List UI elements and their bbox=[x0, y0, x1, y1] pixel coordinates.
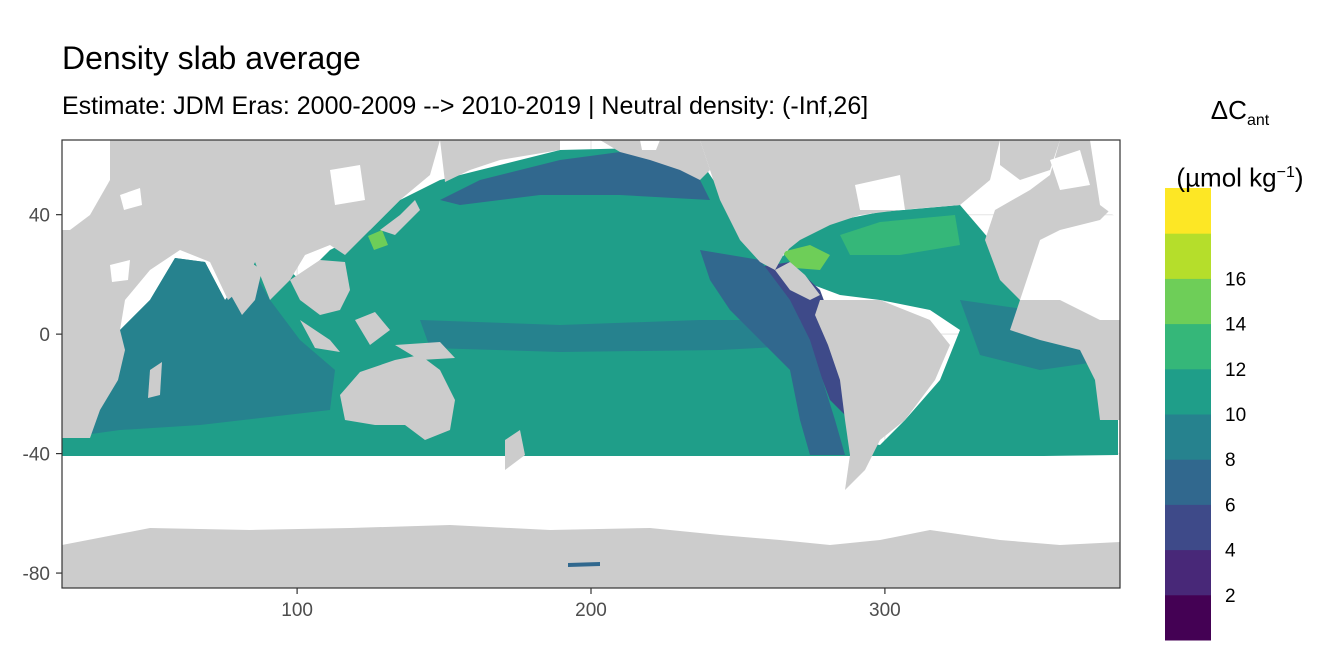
map-panel bbox=[62, 140, 1120, 588]
colorbar-swatch bbox=[1165, 594, 1211, 641]
colorbar-label: 10 bbox=[1225, 405, 1246, 426]
nodata-red-sea bbox=[640, 140, 660, 150]
x-tick-label: 100 bbox=[281, 600, 313, 621]
legend-title-variable: ΔCant bbox=[1210, 95, 1270, 130]
colorbar-label: 4 bbox=[1225, 541, 1236, 562]
y-tick-label: -40 bbox=[23, 445, 50, 466]
land-central-america bbox=[775, 262, 820, 300]
y-tick-label: 0 bbox=[39, 325, 50, 346]
north-pacific-subpolar-region bbox=[440, 152, 710, 205]
land-india bbox=[228, 262, 262, 315]
y-tick-label: -80 bbox=[23, 564, 50, 585]
kuroshio-region bbox=[368, 230, 388, 250]
land-north-pacific-rim bbox=[440, 140, 560, 182]
nodata-caspian bbox=[120, 188, 142, 210]
colorbar-swatch bbox=[1165, 414, 1211, 460]
land-greenland bbox=[1000, 140, 1060, 180]
colorbar-label: 16 bbox=[1225, 269, 1246, 290]
colorbar-swatch bbox=[1165, 459, 1211, 505]
land-antarctica bbox=[62, 525, 1120, 588]
colorbar-label: 2 bbox=[1225, 586, 1236, 607]
colorbar-label: 6 bbox=[1225, 495, 1236, 516]
colorbar-swatch bbox=[1165, 504, 1211, 551]
land-south-america bbox=[815, 300, 950, 490]
land-southeast-asia bbox=[290, 260, 350, 315]
colorbar-label: 12 bbox=[1225, 360, 1246, 381]
nodata-arctic-east bbox=[1090, 140, 1120, 220]
land-nodata-patches bbox=[62, 140, 1120, 282]
nodata-europe-north bbox=[62, 140, 110, 230]
nodata-black-sea bbox=[110, 260, 130, 282]
colorbar-swatch bbox=[1165, 323, 1211, 370]
north-atlantic-subtropical-region bbox=[840, 215, 960, 255]
caribbean-region bbox=[782, 245, 830, 270]
colorbar-label: 14 bbox=[1225, 315, 1247, 336]
land-africa-wrap bbox=[1010, 300, 1120, 420]
y-tick-label: 40 bbox=[29, 206, 50, 227]
land-madagascar bbox=[148, 362, 162, 398]
land-africa bbox=[62, 330, 125, 438]
colorbar-swatch bbox=[1165, 188, 1211, 234]
chart-subtitle: Estimate: JDM Eras: 2000-2009 --> 2010-2… bbox=[62, 92, 869, 120]
x-tick-label: 200 bbox=[575, 600, 607, 621]
x-tick-label: 300 bbox=[869, 600, 901, 621]
chart-title: Density slab average bbox=[62, 40, 361, 76]
colorbar-swatch bbox=[1165, 233, 1211, 279]
land-new-guinea bbox=[395, 342, 455, 360]
land-australia bbox=[340, 355, 455, 440]
legend-title-unit: (µmol kg−1) bbox=[1176, 162, 1304, 193]
y-axis: 40 0 -40 -80 bbox=[23, 206, 62, 585]
antarctic-coast-data bbox=[568, 562, 600, 567]
nodata-asia-north bbox=[330, 165, 365, 205]
colorbar-swatch bbox=[1165, 368, 1211, 415]
land-sumatra bbox=[300, 320, 340, 352]
colorbar: 2 4 6 8 10 12 14 16 bbox=[1165, 188, 1247, 641]
land-alaska bbox=[600, 140, 710, 180]
colorbar-label: 8 bbox=[1225, 450, 1236, 471]
x-axis: 100 200 300 bbox=[281, 588, 901, 621]
equatorial-pacific-region bbox=[420, 320, 815, 352]
land-japan bbox=[380, 200, 420, 235]
nodata-baltic bbox=[1050, 150, 1090, 190]
indian-ocean-region bbox=[62, 258, 335, 438]
land-new-zealand bbox=[505, 430, 525, 470]
land-borneo bbox=[355, 312, 390, 345]
colorbar-swatch bbox=[1165, 278, 1211, 325]
nodata-hudson bbox=[855, 175, 905, 210]
land-north-america bbox=[700, 140, 1000, 270]
colorbar-swatch bbox=[1165, 549, 1211, 596]
eastern-pacific-margin bbox=[700, 250, 845, 455]
legend-title: ΔCant (µmol kg−1) bbox=[1150, 84, 1330, 204]
